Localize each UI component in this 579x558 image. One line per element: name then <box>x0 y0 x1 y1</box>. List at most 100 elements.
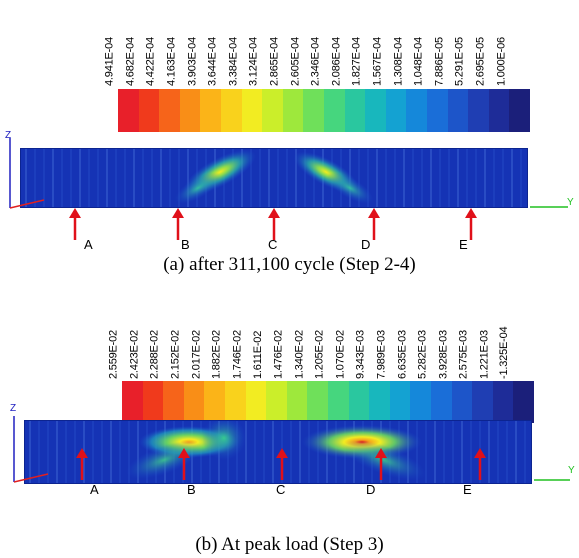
legend-value-text: 4.941E-04 <box>103 37 116 86</box>
colorbar-b <box>122 381 534 423</box>
marker-label: C <box>276 482 286 497</box>
legend-value-text: 7.886E-05 <box>433 37 446 86</box>
marker-label: D <box>366 482 376 497</box>
color-swatch <box>488 89 510 132</box>
marker-label: B <box>187 482 196 497</box>
color-swatch <box>138 89 160 132</box>
color-swatch <box>204 381 225 423</box>
legend-value-text: 1.000E-06 <box>495 37 508 86</box>
colorbar-a <box>118 89 530 132</box>
color-swatch <box>266 381 287 423</box>
legend-value-text: 2.865E-04 <box>268 37 281 86</box>
axis-y-line-a <box>530 206 568 208</box>
legend-value-text: 1.882E-02 <box>210 330 223 379</box>
legend-value-text: -1.325E-04 <box>497 326 510 379</box>
legend-value-text: 3.903E-04 <box>186 37 199 86</box>
color-swatch <box>241 89 263 132</box>
color-swatch <box>348 381 370 423</box>
caption-a: (a) after 311,100 cycle (Step 2-4) <box>163 254 416 275</box>
color-swatch <box>142 381 164 423</box>
legend-value-text: 1.070E-02 <box>334 330 347 379</box>
color-swatch <box>286 381 308 423</box>
legend-a: 4.941E-04 4.682E-04 4.422E-04 4.163E-04 3.90… <box>104 0 530 132</box>
legend-value-text: 9.343E-03 <box>354 330 367 379</box>
legend-value-text: 1.611E-02 <box>252 330 265 379</box>
legend-value-text: 2.559E-02 <box>107 330 120 379</box>
color-swatch <box>447 89 469 132</box>
color-swatch <box>220 89 242 132</box>
color-swatch <box>406 89 427 132</box>
legend-value-text: 1.048E-04 <box>412 37 425 86</box>
legend-b: 2.559E-02 2.423E-02 2.288E-02 2.152E-02 2.01… <box>108 293 534 423</box>
marker-arrow <box>76 448 88 480</box>
legend-value: 1.000E-06 <box>495 0 530 86</box>
axis-triad-b <box>13 416 49 483</box>
marker-arrow <box>268 208 280 240</box>
legend-value-text: 2.423E-02 <box>128 330 141 379</box>
color-swatch <box>159 89 180 132</box>
legend-value-text: 5.282E-03 <box>416 330 429 379</box>
marker-arrow <box>276 448 288 480</box>
legend-value-text: 2.017E-02 <box>190 330 203 379</box>
legend-value-text: 2.575E-03 <box>457 330 470 379</box>
color-swatch <box>183 381 205 423</box>
color-swatch <box>122 381 143 423</box>
color-swatch <box>410 381 431 423</box>
contour-plot-b <box>24 420 532 484</box>
legend-value-text: 4.682E-04 <box>124 37 137 86</box>
color-swatch <box>163 381 184 423</box>
axis-triad-a <box>9 138 45 209</box>
color-swatch <box>513 381 534 423</box>
axis-z-label-a: Z <box>5 130 12 141</box>
marker-arrow <box>375 448 387 480</box>
legend-value-text: 3.124E-04 <box>247 37 260 86</box>
legend-value-text: 1.221E-03 <box>478 330 491 379</box>
legend-value-text: 3.384E-04 <box>227 37 240 86</box>
marker-label: E <box>459 237 468 252</box>
legend-value-text: 2.605E-04 <box>289 37 302 86</box>
contour-plot-a <box>20 148 528 208</box>
axis-y-line-b <box>534 479 570 481</box>
mesh-border <box>24 420 532 484</box>
marker-label: A <box>84 237 93 252</box>
color-swatch <box>426 89 448 132</box>
legend-value-text: 6.635E-03 <box>396 330 409 379</box>
marker-label: A <box>90 482 99 497</box>
legend-value-text: 3.928E-03 <box>437 330 450 379</box>
legend-value-text: 2.152E-02 <box>169 330 182 379</box>
legend-value: -1.325E-04 <box>497 293 534 379</box>
color-swatch <box>245 381 267 423</box>
caption-b: (b) At peak load (Step 3) <box>195 534 384 555</box>
axis-y-label-b: Y <box>568 465 575 476</box>
legend-labels-a: 4.941E-04 4.682E-04 4.422E-04 4.163E-04 3.90… <box>104 0 530 86</box>
legend-value-text: 1.827E-04 <box>350 37 363 86</box>
color-swatch <box>307 381 328 423</box>
legend-value-text: 2.695E-05 <box>474 37 487 86</box>
legend-value-text: 1.746E-02 <box>231 330 244 379</box>
marker-arrow <box>465 208 477 240</box>
stress-hotspot <box>326 172 374 204</box>
legend-value-text: 1.476E-02 <box>272 330 285 379</box>
marker-label: D <box>361 237 371 252</box>
marker-arrow <box>368 208 380 240</box>
marker-label: B <box>181 237 190 252</box>
color-swatch <box>509 89 530 132</box>
color-swatch <box>224 381 246 423</box>
color-swatch <box>468 89 489 132</box>
color-swatch <box>430 381 452 423</box>
color-swatch <box>303 89 324 132</box>
color-swatch <box>451 381 473 423</box>
color-swatch <box>327 381 349 423</box>
legend-value-text: 1.340E-02 <box>293 330 306 379</box>
color-swatch <box>389 381 411 423</box>
color-swatch <box>365 89 386 132</box>
color-swatch <box>179 89 201 132</box>
mesh-background <box>20 148 528 208</box>
legend-value-text: 1.567E-04 <box>371 37 384 86</box>
color-swatch <box>369 381 390 423</box>
legend-value-text: 2.288E-02 <box>149 330 161 379</box>
legend-value-text: 3.644E-04 <box>206 37 219 86</box>
legend-value-text: 5.291E-05 <box>453 37 466 86</box>
marker-arrow <box>474 448 486 480</box>
marker-arrow <box>178 448 190 480</box>
